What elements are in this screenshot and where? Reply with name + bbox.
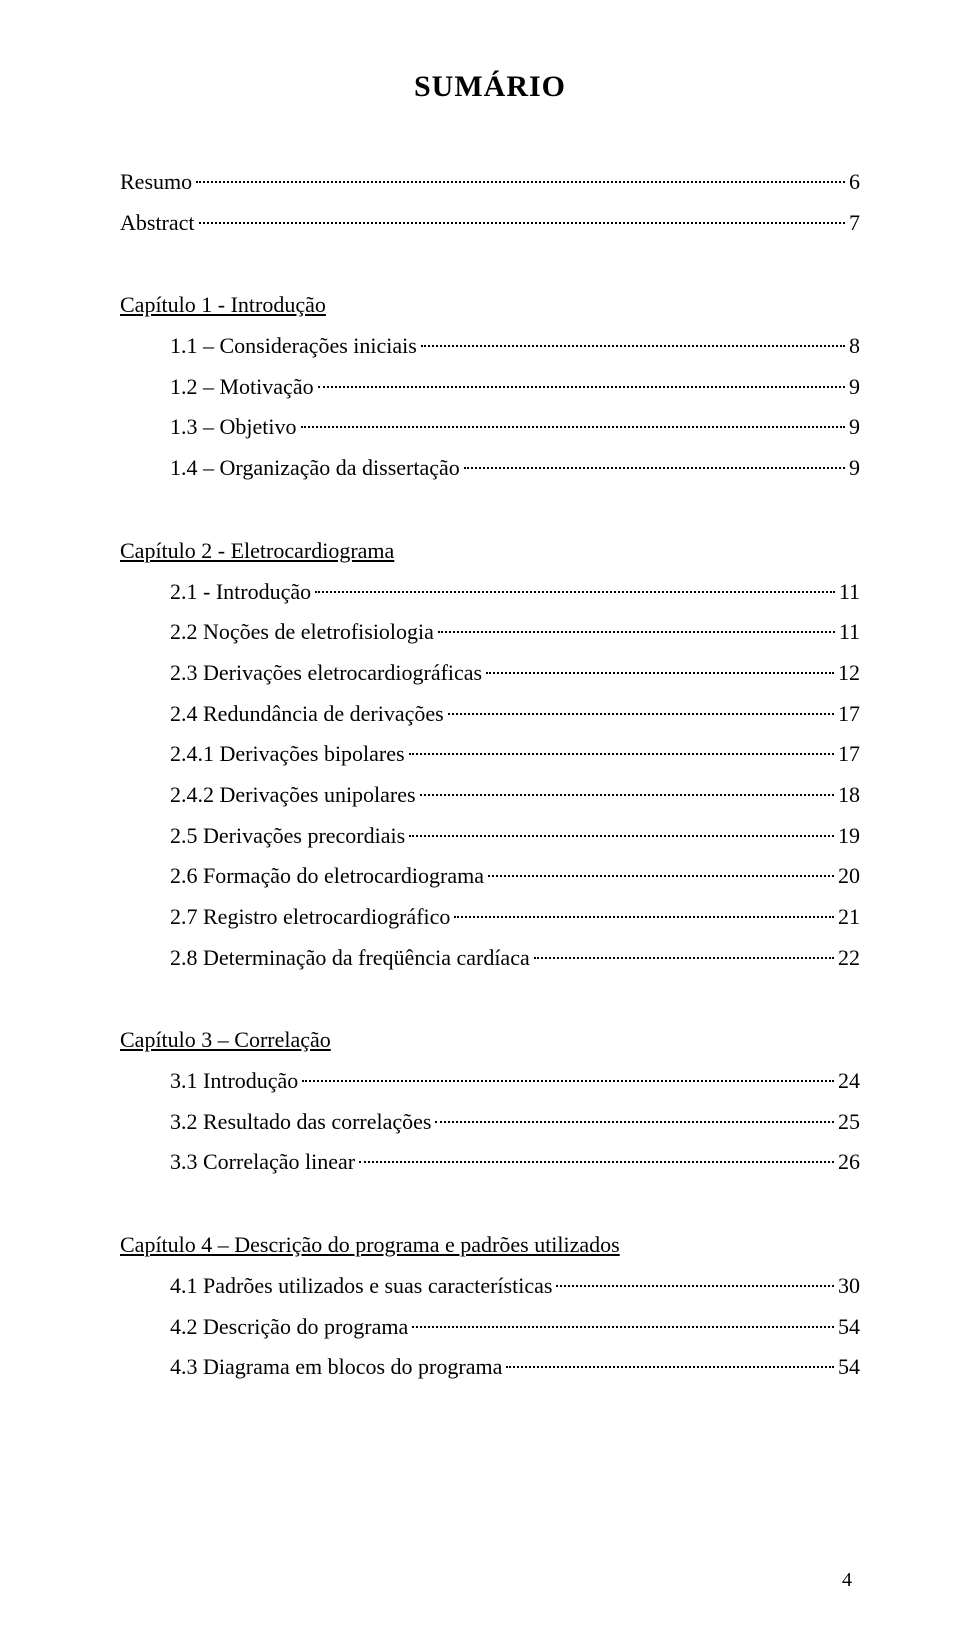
page-number: 4 [842, 1569, 852, 1592]
toc-page: 26 [838, 1142, 860, 1183]
chapter-heading: Capítulo 2 - Eletrocardiograma [120, 531, 860, 572]
leader-dots [534, 957, 834, 959]
toc-label: 2.4.2 Derivações unipolares [120, 775, 416, 816]
toc-label: Abstract [120, 203, 195, 244]
toc-page: 19 [838, 816, 860, 857]
toc-entry: 2.2 Noções de eletrofisiologia 11 [120, 612, 860, 653]
toc-entry: 2.7 Registro eletrocardiográfico 21 [120, 897, 860, 938]
toc-page: 25 [838, 1102, 860, 1143]
leader-dots [506, 1366, 834, 1368]
chapter-heading: Capítulo 3 – Correlação [120, 1020, 860, 1061]
toc-label: 2.4 Redundância de derivações [120, 694, 444, 735]
toc-page: 9 [849, 448, 860, 489]
toc-label: 1.3 – Objetivo [120, 407, 297, 448]
leader-dots [448, 713, 834, 715]
toc-entry: 2.4.2 Derivações unipolares 18 [120, 775, 860, 816]
toc-entry: 3.3 Correlação linear 26 [120, 1142, 860, 1183]
toc-label: 2.2 Noções de eletrofisiologia [120, 612, 434, 653]
toc-entry: Resumo 6 [120, 162, 860, 203]
toc-page: 6 [849, 162, 860, 203]
leader-dots [412, 1326, 834, 1328]
page-container: SUMÁRIO Resumo 6 Abstract 7 Capítulo 1 -… [0, 0, 960, 1630]
toc-entry: 2.4.1 Derivações bipolares 17 [120, 734, 860, 775]
toc-page: 22 [838, 938, 860, 979]
leader-dots [318, 386, 845, 388]
toc-label: 4.2 Descrição do programa [120, 1307, 408, 1348]
toc-label: 3.1 Introdução [120, 1061, 298, 1102]
toc-entry: 4.2 Descrição do programa 54 [120, 1307, 860, 1348]
leader-dots [359, 1161, 834, 1163]
toc-page: 18 [838, 775, 860, 816]
toc-page: 54 [838, 1347, 860, 1388]
toc-entry: 2.5 Derivações precordiais 19 [120, 816, 860, 857]
toc-entry: 1.1 – Considerações iniciais 8 [120, 326, 860, 367]
toc-label: 3.2 Resultado das correlações [120, 1102, 431, 1143]
toc-page: 20 [838, 856, 860, 897]
toc-entry: 2.8 Determinação da freqüência cardíaca … [120, 938, 860, 979]
toc-page: 11 [839, 572, 860, 613]
leader-dots [556, 1285, 834, 1287]
toc-label: 1.2 – Motivação [120, 367, 314, 408]
toc-label: 2.5 Derivações precordiais [120, 816, 405, 857]
toc-label: Resumo [120, 162, 192, 203]
leader-dots [420, 794, 834, 796]
toc-page: 12 [838, 653, 860, 694]
leader-dots [438, 631, 835, 633]
leader-dots [196, 181, 845, 183]
leader-dots [454, 916, 834, 918]
toc-page: 21 [838, 897, 860, 938]
leader-dots [409, 753, 834, 755]
leader-dots [315, 591, 835, 593]
toc-entry: 3.1 Introdução 24 [120, 1061, 860, 1102]
toc-entry: 2.1 - Introdução 11 [120, 572, 860, 613]
toc-label: 4.1 Padrões utilizados e suas caracterís… [120, 1266, 552, 1307]
toc-label: 2.8 Determinação da freqüência cardíaca [120, 938, 530, 979]
toc-label: 1.1 – Considerações iniciais [120, 326, 417, 367]
toc-entry: 4.1 Padrões utilizados e suas caracterís… [120, 1266, 860, 1307]
leader-dots [199, 222, 845, 224]
toc-entry: 1.2 – Motivação 9 [120, 367, 860, 408]
leader-dots [301, 426, 846, 428]
toc-label: 3.3 Correlação linear [120, 1142, 355, 1183]
leader-dots [421, 345, 845, 347]
toc-entry: 2.6 Formação do eletrocardiograma 20 [120, 856, 860, 897]
toc-entry: Abstract 7 [120, 203, 860, 244]
toc-page: 7 [849, 203, 860, 244]
toc-label: 2.3 Derivações eletrocardiográficas [120, 653, 482, 694]
chapter-heading: Capítulo 1 - Introdução [120, 285, 860, 326]
toc-entry: 2.4 Redundância de derivações 17 [120, 694, 860, 735]
leader-dots [435, 1121, 834, 1123]
toc-page: 24 [838, 1061, 860, 1102]
toc-page: 54 [838, 1307, 860, 1348]
toc-entry: 1.4 – Organização da dissertação 9 [120, 448, 860, 489]
leader-dots [409, 835, 834, 837]
toc-page: 9 [849, 367, 860, 408]
toc-page: 17 [838, 734, 860, 775]
toc-label: 4.3 Diagrama em blocos do programa [120, 1347, 502, 1388]
page-title: SUMÁRIO [120, 70, 860, 104]
toc-entry: 2.3 Derivações eletrocardiográficas 12 [120, 653, 860, 694]
toc-page: 30 [838, 1266, 860, 1307]
chapter-heading: Capítulo 4 – Descrição do programa e pad… [120, 1225, 860, 1266]
toc-page: 17 [838, 694, 860, 735]
toc-page: 8 [849, 326, 860, 367]
toc-page: 11 [839, 612, 860, 653]
toc-entry: 1.3 – Objetivo 9 [120, 407, 860, 448]
toc-label: 2.6 Formação do eletrocardiograma [120, 856, 484, 897]
toc-page: 9 [849, 407, 860, 448]
toc-entry: 3.2 Resultado das correlações 25 [120, 1102, 860, 1143]
toc-entry: 4.3 Diagrama em blocos do programa 54 [120, 1347, 860, 1388]
toc-label: 2.7 Registro eletrocardiográfico [120, 897, 450, 938]
toc-label: 1.4 – Organização da dissertação [120, 448, 460, 489]
leader-dots [302, 1080, 834, 1082]
leader-dots [486, 672, 834, 674]
leader-dots [488, 875, 834, 877]
leader-dots [464, 467, 845, 469]
toc-label: 2.4.1 Derivações bipolares [120, 734, 405, 775]
toc-label: 2.1 - Introdução [120, 572, 311, 613]
